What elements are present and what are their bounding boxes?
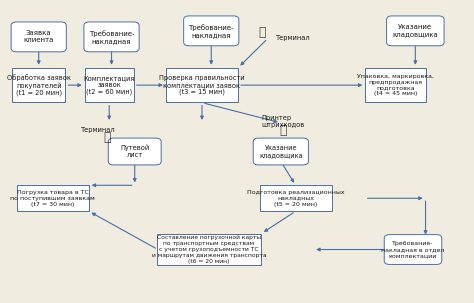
Text: Составление погрузочной карты
по транспортным средствам
с учетом грузоподъемност: Составление погрузочной карты по транспо… [152, 235, 266, 264]
FancyBboxPatch shape [17, 185, 89, 211]
Text: 📱: 📱 [258, 26, 266, 39]
Text: Заявка
клиента: Заявка клиента [24, 30, 54, 43]
Text: Подготовка реализационных
накладных
(t5 = 20 мин): Подготовка реализационных накладных (t5 … [247, 190, 345, 207]
Text: 📱: 📱 [103, 132, 110, 145]
FancyBboxPatch shape [253, 138, 309, 165]
Text: Обработка заявок
покупателей
(t1 = 20 мин): Обработка заявок покупателей (t1 = 20 ми… [7, 74, 71, 96]
FancyBboxPatch shape [85, 68, 134, 102]
Text: Упаковка, маркировка,
предпродажная
подготовка
(t4 = 45 мин): Упаковка, маркировка, предпродажная подг… [357, 74, 434, 96]
Text: Требование-
накладная в отдел
комплектации: Требование- накладная в отдел комплектац… [381, 241, 445, 258]
Text: Путевой
лист: Путевой лист [120, 145, 149, 158]
FancyBboxPatch shape [11, 22, 66, 52]
Text: Указание
кладовщика: Указание кладовщика [392, 24, 438, 37]
FancyBboxPatch shape [84, 22, 139, 52]
Text: Терминал: Терминал [276, 35, 311, 42]
Text: Проверка правильности
комплектации заявок
(t3 = 15 мин): Проверка правильности комплектации заяво… [159, 75, 245, 95]
FancyBboxPatch shape [384, 235, 442, 265]
FancyBboxPatch shape [183, 16, 239, 46]
FancyBboxPatch shape [260, 185, 332, 211]
FancyBboxPatch shape [365, 68, 426, 102]
Text: Указание
кладовщика: Указание кладовщика [259, 145, 303, 158]
Text: Принтер
штрихкодов: Принтер штрихкодов [261, 115, 305, 128]
Text: 🖨: 🖨 [279, 124, 287, 137]
Text: Терминал: Терминал [82, 127, 116, 133]
FancyBboxPatch shape [166, 68, 238, 102]
FancyBboxPatch shape [387, 16, 444, 46]
Text: Требование-
накладная: Требование- накладная [189, 24, 234, 38]
FancyBboxPatch shape [108, 138, 161, 165]
Text: Комплектация
заявок
(t2 = 60 мин): Комплектация заявок (t2 = 60 мин) [83, 75, 135, 95]
FancyBboxPatch shape [157, 234, 261, 265]
FancyBboxPatch shape [12, 68, 65, 102]
Text: Требование-
накладная: Требование- накладная [89, 30, 134, 44]
Text: Погрузка товара в ТС
по поступившим заявкам
(t7 = 30 мин): Погрузка товара в ТС по поступившим заяв… [10, 190, 95, 207]
